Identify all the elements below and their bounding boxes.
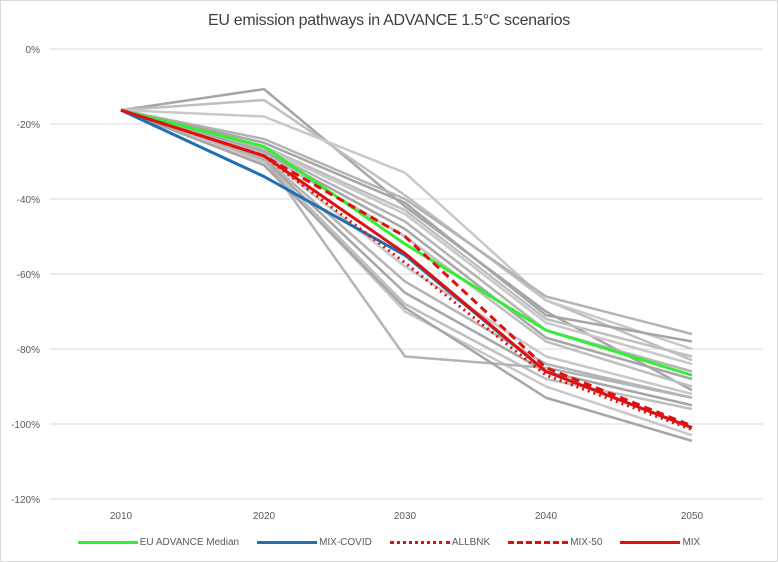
scenario-line [120,108,693,343]
legend-label: EU ADVANCE Median [139,536,240,548]
chart-title: EU emission pathways in ADVANCE 1.5°C sc… [208,12,570,29]
legend-item: EU ADVANCE Median [77,533,240,551]
y-tick-label: -100% [11,420,40,431]
legend-swatch [620,540,681,544]
scenario-line [120,108,693,411]
legend-item: MIX-50 [508,533,602,551]
scenario-line [120,108,693,396]
legend-item: MIX [620,533,700,551]
legend-swatch [508,540,569,544]
legend-label: ALLBNK [451,536,491,548]
y-tick-label: -20% [17,120,40,131]
legend-label: MIX-COVID [319,536,372,548]
x-tick-label: 2030 [394,511,417,522]
series-line-mix [120,108,693,430]
scenario-line [120,108,693,443]
legend-item: ALLBNK [389,533,491,551]
x-axis-ticks: 2010 2020 2030 2040 2050 [110,511,704,522]
x-tick-label: 2050 [681,511,704,522]
legend-label: MIX [682,536,701,548]
legend-swatch [257,540,318,544]
legend-swatch [389,540,450,544]
series-line-mix-50 [120,108,693,428]
legend: EU ADVANCE Median MIX-COVID ALLBNK MIX-50 MI… [0,533,778,551]
legend-swatch [77,540,138,544]
legend-item: MIX-COVID [257,533,372,551]
series-line-eu-advance-median [120,108,693,377]
background-scenarios [120,87,693,443]
highlighted-series [120,108,693,432]
y-axis-ticks: 0% -20% -40% -60% -80% -100% -120% [11,45,40,506]
scenario-line [120,98,693,362]
legend-label: MIX-50 [570,536,603,548]
x-tick-label: 2010 [110,511,133,522]
y-tick-label: -60% [17,270,40,281]
scenario-line [120,108,693,336]
y-tick-label: 0% [26,45,41,56]
series-line-allbnk [120,108,693,432]
scenario-line [120,108,693,351]
y-tick-label: -120% [11,495,40,506]
x-tick-label: 2020 [253,511,276,522]
y-tick-label: -80% [17,345,40,356]
y-tick-label: -40% [17,195,40,206]
x-tick-label: 2040 [535,511,558,522]
